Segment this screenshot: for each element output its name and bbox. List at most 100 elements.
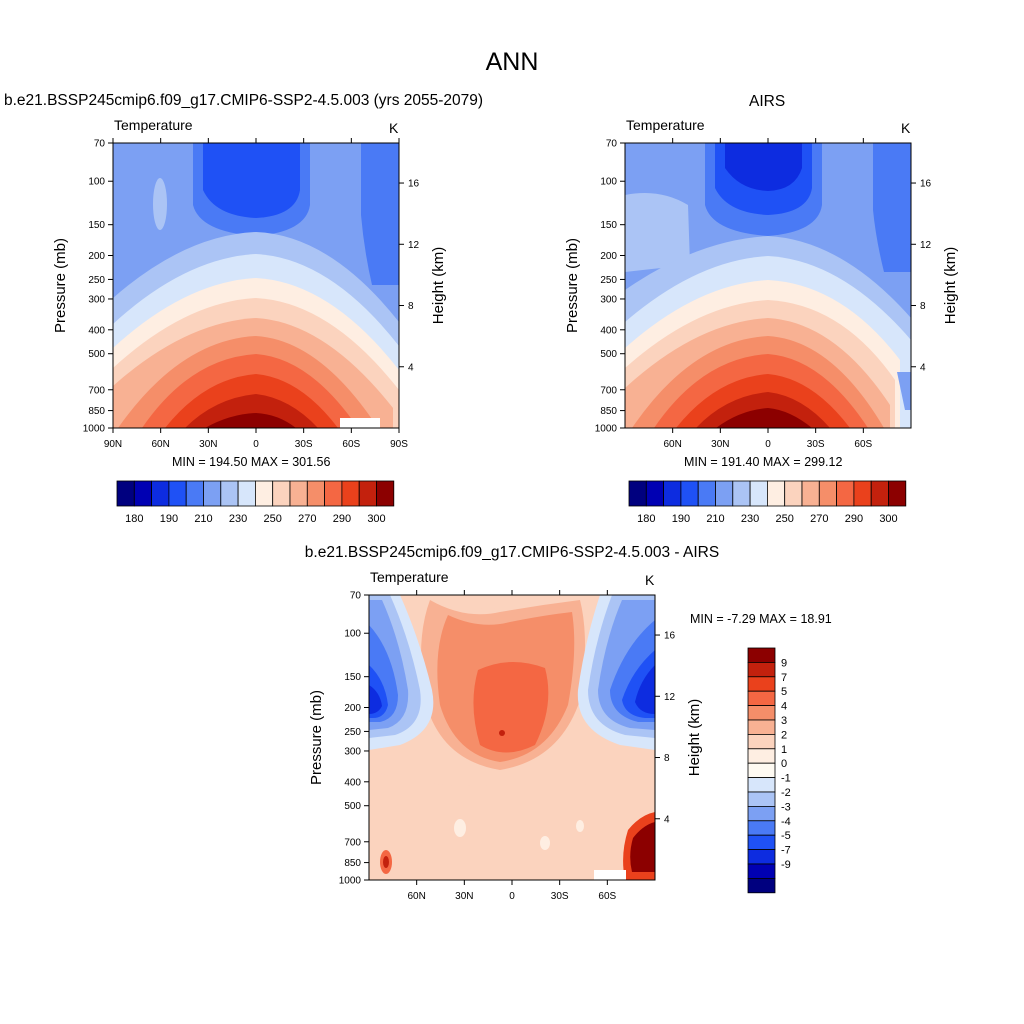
pressure-tick-label: 400 <box>88 325 105 336</box>
pressure-tick-label: 300 <box>344 746 361 757</box>
model-colorbar: 180 190 210 230 250 270 290 300 <box>116 480 395 525</box>
colorbar-swatch <box>747 676 776 692</box>
model-left-label: Temperature <box>114 117 193 133</box>
pressure-tick-label: 1000 <box>83 424 106 435</box>
model-contour-panel <box>112 142 400 429</box>
colorbar-label: -1 <box>781 773 791 785</box>
pressure-axis-label: Pressure (mb) <box>308 690 325 785</box>
obs-axes: 70 100 150 200 250 300 400 500 700 850 1000 60N 30N 0… <box>564 138 959 450</box>
pressure-tick-label: 850 <box>88 406 105 417</box>
colorbar-swatch <box>836 480 855 507</box>
latitude-tick-label: 30S <box>551 891 569 902</box>
colorbar-swatch <box>116 480 135 507</box>
height-axis-label: Height (km) <box>942 247 959 325</box>
colorbar-swatch <box>203 480 222 507</box>
colorbar-swatch <box>767 480 786 507</box>
pressure-tick-label: 500 <box>344 801 361 812</box>
colorbar-label: 5 <box>781 686 787 698</box>
colorbar-swatch <box>747 662 776 678</box>
obs-min-max: MIN = 191.40 MAX = 299.12 <box>684 455 843 469</box>
height-tick-label: 4 <box>664 814 670 825</box>
diff-right-label: K <box>645 572 655 588</box>
colorbar-label: -5 <box>781 830 791 842</box>
colorbar-swatch <box>133 480 153 507</box>
colorbar-label: 3 <box>781 715 787 727</box>
pressure-tick-label: 250 <box>600 275 617 286</box>
colorbar-swatch <box>747 849 776 865</box>
colorbar-label: 2 <box>781 729 787 741</box>
colorbar-swatch <box>747 806 776 822</box>
pressure-tick-label: 700 <box>600 385 617 396</box>
colorbar-swatch <box>272 480 291 507</box>
colorbar-label: 270 <box>810 513 828 525</box>
pressure-tick-label: 500 <box>600 349 617 360</box>
model-right-label: K <box>389 120 399 136</box>
height-tick-label: 12 <box>408 240 420 251</box>
colorbar-swatch <box>747 863 776 879</box>
latitude-tick-label: 60N <box>151 439 169 450</box>
colorbar-label: 180 <box>637 513 655 525</box>
latitude-tick-label: 60S <box>598 891 616 902</box>
pressure-tick-label: 250 <box>88 275 105 286</box>
obs-colorbar: 180 190 210 230 250 270 290 300 <box>628 480 907 525</box>
colorbar-swatch <box>376 480 395 507</box>
colorbar-label: 0 <box>781 758 787 770</box>
colorbar-label: 9 <box>781 657 787 669</box>
colorbar-label: 290 <box>333 513 351 525</box>
colorbar-swatch <box>747 791 776 807</box>
model-panel-title: b.e21.BSSP245cmip6.f09_g17.CMIP6-SSP2-4.… <box>4 92 484 109</box>
height-tick-label: 4 <box>920 362 926 373</box>
pressure-tick-label: 100 <box>344 629 361 640</box>
colorbar-swatch <box>663 480 682 507</box>
colorbar-label: 190 <box>672 513 690 525</box>
colorbar-swatch <box>237 480 256 507</box>
colorbar-swatch <box>358 480 377 507</box>
colorbar-swatch <box>870 480 889 507</box>
pressure-tick-label: 150 <box>88 220 105 231</box>
colorbar-label: 230 <box>229 513 247 525</box>
colorbar-swatch <box>732 480 751 507</box>
colorbar-swatch <box>784 480 803 507</box>
pressure-tick-label: 300 <box>88 294 105 305</box>
colorbar-label: 180 <box>125 513 143 525</box>
height-tick-label: 8 <box>664 753 670 764</box>
pressure-tick-label: 400 <box>344 777 361 788</box>
pressure-tick-label: 400 <box>600 325 617 336</box>
pressure-tick-label: 100 <box>88 177 105 188</box>
colorbar-label: 210 <box>706 513 724 525</box>
pressure-tick-label: 850 <box>344 858 361 869</box>
obs-panel-title: AIRS <box>749 93 786 110</box>
obs-left-label: Temperature <box>626 117 705 133</box>
pressure-tick-label: 850 <box>600 406 617 417</box>
colorbar-label: 300 <box>879 513 897 525</box>
colorbar-label: 4 <box>781 701 787 713</box>
colorbar-label: 230 <box>741 513 759 525</box>
pressure-tick-label: 150 <box>600 220 617 231</box>
pressure-tick-label: 1000 <box>595 424 618 435</box>
colorbar-swatch <box>747 734 776 750</box>
latitude-tick-label: 30S <box>807 439 825 450</box>
diff-min-max: MIN = -7.29 MAX = 18.91 <box>690 612 832 626</box>
height-tick-label: 12 <box>664 692 676 703</box>
height-axis-label: Height (km) <box>686 699 703 777</box>
pressure-tick-label: 150 <box>344 672 361 683</box>
pressure-tick-label: 1000 <box>339 876 362 887</box>
colorbar-swatch <box>749 480 768 507</box>
colorbar-swatch <box>168 480 187 507</box>
pressure-tick-label: 500 <box>88 349 105 360</box>
colorbar-label: 250 <box>776 513 794 525</box>
pressure-tick-label: 250 <box>344 727 361 738</box>
colorbar-swatch <box>747 762 776 779</box>
pressure-tick-label: 70 <box>350 591 362 602</box>
diff-colorbar: 9 7 5 4 3 2 1 0 -1 -2 -3 -4 -5 -7 -9 <box>747 647 791 894</box>
colorbar-swatch <box>747 878 776 894</box>
colorbar-swatch <box>747 647 776 663</box>
pressure-tick-label: 70 <box>94 139 106 150</box>
latitude-tick-label: 30N <box>711 439 729 450</box>
colorbar-label: -3 <box>781 801 791 813</box>
latitude-tick-label: 30N <box>199 439 217 450</box>
latitude-tick-label: 90N <box>104 439 122 450</box>
latitude-tick-label: 30N <box>455 891 473 902</box>
colorbar-label: -9 <box>781 859 791 871</box>
